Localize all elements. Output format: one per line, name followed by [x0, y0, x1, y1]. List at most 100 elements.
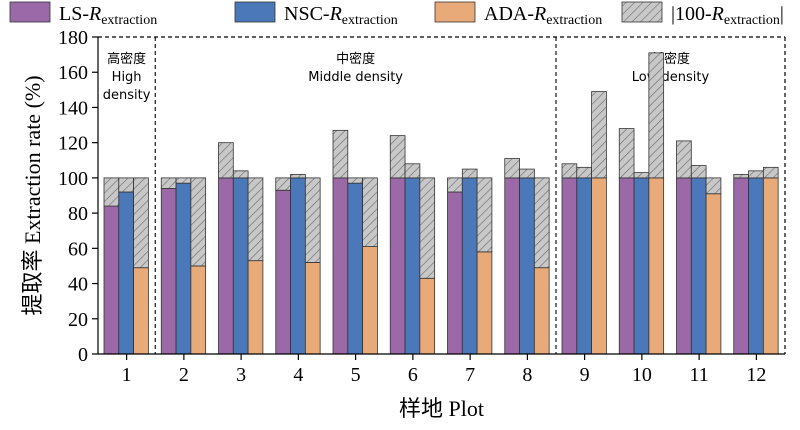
diff-bar-ada-plot-1 [133, 177, 149, 269]
bar-ada-plot-10 [648, 177, 665, 355]
diff-bar-nsc-plot-9 [576, 166, 592, 179]
bar-nsc-plot-5 [347, 182, 363, 355]
bar-nsc-plot-9 [576, 177, 592, 355]
diff-bar-nsc-plot-11 [690, 165, 707, 179]
diff-bar-ada-plot-6 [419, 177, 436, 279]
y-tick-label: 0 [78, 344, 88, 366]
legend: LS-Rextraction NSC-Rextraction ADA-Rextrac… [9, 1, 784, 28]
bar-ls-plot-2 [160, 188, 177, 355]
diff-bar-nsc-plot-5 [347, 177, 363, 184]
diff-bar-nsc-plot-1 [118, 177, 135, 193]
legend-label-3: |100-Rextraction| [671, 3, 784, 28]
bar-ls-plot-12 [733, 177, 749, 355]
legend-swatch-1 [234, 1, 276, 23]
bar-nsc-plot-2 [175, 182, 192, 355]
diff-bar-nsc-plot-10 [633, 172, 650, 179]
y-tick-label: 80 [68, 203, 88, 225]
diff-bar-ls-plot-7 [447, 177, 463, 193]
diff-bar-nsc-plot-2 [175, 177, 192, 184]
x-tick-label: 9 [580, 364, 590, 386]
bar-nsc-plot-1 [118, 191, 135, 355]
diff-bar-nsc-plot-3 [232, 170, 249, 179]
bar-ada-plot-1 [133, 267, 149, 355]
bar-nsc-plot-4 [290, 177, 306, 355]
legend-label-0: LS-Rextraction [59, 3, 157, 28]
x-tick-label: 3 [236, 364, 246, 386]
bar-ls-plot-11 [676, 177, 692, 355]
diff-bar-ls-plot-8 [504, 158, 520, 179]
diff-bar-ada-plot-12 [762, 166, 779, 179]
legend-swatch-3 [621, 1, 663, 23]
bar-nsc-plot-8 [519, 177, 535, 355]
bar-ada-plot-9 [591, 177, 607, 355]
zone-label-cn: 中密度 [336, 51, 375, 67]
legend-label-1: NSC-Rextraction [284, 3, 398, 28]
bar-ada-plot-5 [362, 246, 378, 355]
zone-label-en: Low density [632, 70, 710, 85]
bar-ada-plot-3 [247, 260, 264, 355]
x-tick-label: 5 [351, 364, 361, 386]
x-tick-label: 1 [122, 364, 132, 386]
legend-swatch-2 [434, 1, 476, 23]
y-tick-label: 160 [58, 62, 88, 84]
diff-bar-ls-plot-2 [160, 177, 177, 189]
diff-bar-ada-plot-9 [591, 91, 607, 179]
bar-ls-plot-1 [103, 205, 120, 355]
bar-ls-plot-7 [447, 191, 463, 355]
bar-nsc-plot-6 [404, 177, 421, 355]
y-tick-label: 60 [68, 238, 88, 260]
bars [103, 52, 779, 355]
diff-bar-ada-plot-5 [362, 177, 378, 247]
bar-ada-plot-12 [762, 177, 779, 355]
y-axis-title: 提取率 Extraction rate (%) [20, 75, 45, 315]
diff-bar-ls-plot-12 [733, 173, 749, 179]
bar-ada-plot-2 [190, 265, 207, 355]
legend-label-2: ADA-Rextraction [484, 3, 602, 28]
bar-ls-plot-10 [618, 177, 635, 355]
x-tick-label: 11 [689, 364, 708, 386]
bar-nsc-plot-3 [232, 177, 249, 355]
bar-nsc-plot-11 [690, 177, 707, 355]
bar-ada-plot-7 [476, 251, 493, 355]
bar-nsc-plot-12 [748, 177, 764, 355]
zone-label-en-2: density [103, 88, 151, 103]
diff-bar-nsc-plot-7 [461, 168, 478, 179]
diff-bar-nsc-plot-6 [404, 163, 421, 179]
bar-ls-plot-4 [275, 189, 291, 355]
x-tick-label: 2 [179, 364, 189, 386]
diff-bar-ls-plot-6 [389, 135, 406, 179]
diff-bar-ada-plot-10 [648, 52, 665, 179]
diff-bar-ls-plot-9 [561, 163, 578, 179]
bar-ls-plot-9 [561, 177, 578, 355]
x-axis-title: 样地 Plot [399, 396, 484, 421]
diff-bar-ls-plot-1 [103, 177, 120, 207]
diff-bar-nsc-plot-12 [748, 170, 764, 179]
y-tick-label: 120 [58, 133, 88, 155]
y-tick-label: 140 [58, 97, 88, 119]
bar-ls-plot-3 [218, 177, 234, 355]
bar-ada-plot-8 [533, 267, 550, 355]
diff-bar-ls-plot-3 [218, 142, 234, 179]
zone-label-en: Middle density [308, 70, 403, 85]
x-tick-label: 6 [408, 364, 418, 386]
bar-nsc-plot-10 [633, 177, 650, 355]
diff-bar-ada-plot-7 [476, 177, 493, 253]
bar-ls-plot-6 [389, 177, 406, 355]
diff-bar-ls-plot-4 [275, 177, 291, 191]
y-tick-label: 40 [68, 274, 88, 296]
zone-label-cn: 高密度 [107, 51, 146, 67]
diff-bar-ls-plot-11 [676, 140, 692, 179]
diff-bar-nsc-plot-4 [290, 173, 306, 179]
bar-ada-plot-4 [304, 262, 321, 355]
diff-bar-ada-plot-11 [705, 177, 722, 195]
bar-ls-plot-5 [332, 177, 349, 355]
x-tick-label: 7 [465, 364, 475, 386]
y-tick-label: 20 [68, 309, 88, 331]
bar-ada-plot-6 [419, 277, 436, 355]
zone-label-en: High [112, 70, 142, 85]
diff-bar-nsc-plot-8 [519, 168, 535, 179]
bar-nsc-plot-7 [461, 177, 478, 355]
y-tick-label: 180 [58, 27, 88, 49]
